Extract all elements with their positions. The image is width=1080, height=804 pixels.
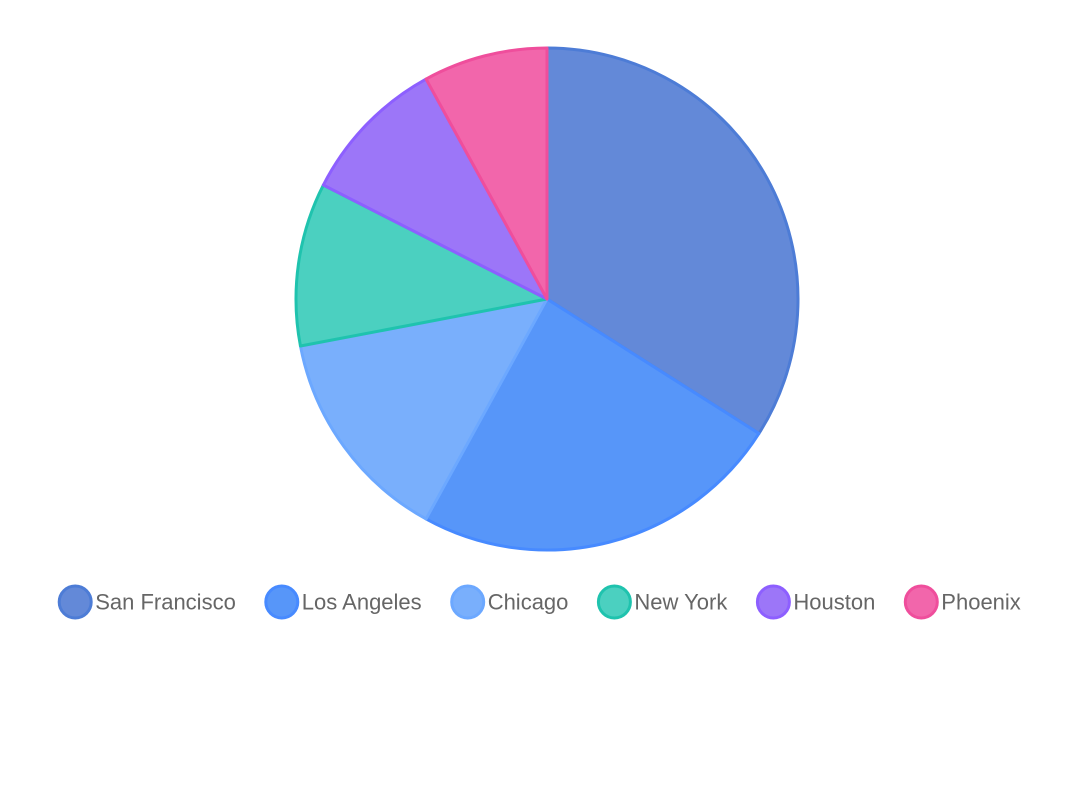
pie-slice-chicago[interactable] <box>298 297 549 521</box>
legend-item-los-angeles[interactable]: Los Angeles <box>264 584 422 620</box>
legend-marker-phoenix <box>903 584 939 620</box>
pie-slice-phoenix[interactable] <box>424 46 549 301</box>
pie-slice-los-angeles[interactable] <box>424 297 761 552</box>
legend-marker-new-york <box>596 584 632 620</box>
legend-label: Chicago <box>488 590 569 615</box>
legend-item-phoenix[interactable]: Phoenix <box>903 584 1021 620</box>
legend-label: Phoenix <box>941 590 1021 615</box>
legend-label: Los Angeles <box>302 590 422 615</box>
legend-label: San Francisco <box>95 590 236 615</box>
legend-marker-los-angeles <box>264 584 300 620</box>
legend-marker-houston <box>755 584 791 620</box>
legend-label: Houston <box>793 590 875 615</box>
legend-item-san-francisco[interactable]: San Francisco <box>57 584 236 620</box>
pie-slice-houston[interactable] <box>321 77 549 301</box>
legend-marker-chicago <box>450 584 486 620</box>
legend-item-new-york[interactable]: New York <box>596 584 728 620</box>
legend-item-chicago[interactable]: Chicago <box>450 584 569 620</box>
legend-label: New York <box>634 590 728 615</box>
legend: San Francisco Los Angeles Chicago New York H… <box>57 584 1021 620</box>
legend-marker-san-francisco <box>57 584 93 620</box>
pie-slices <box>294 46 800 552</box>
pie-slice-new-york[interactable] <box>294 183 549 348</box>
legend-item-houston[interactable]: Houston <box>755 584 875 620</box>
